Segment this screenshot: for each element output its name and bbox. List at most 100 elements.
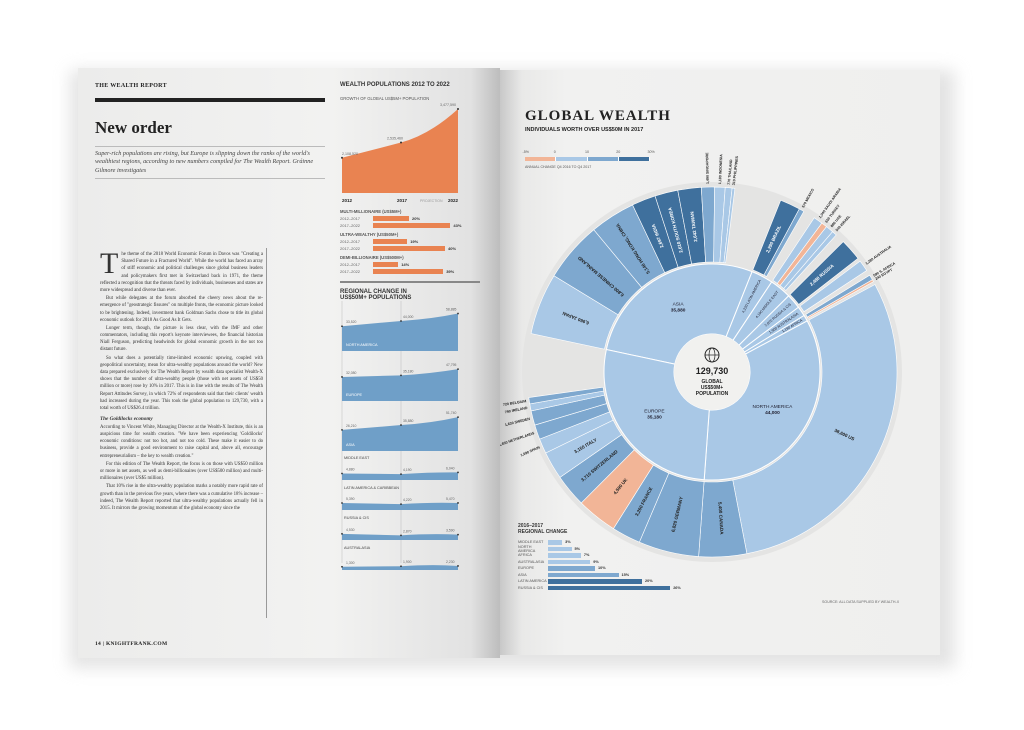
region-name: LATIN AMERICA & CARIBBEAN [344, 486, 399, 490]
region-point [400, 424, 402, 426]
column-divider [266, 248, 267, 618]
region-name: AUSTRALASIA [344, 546, 371, 550]
bar-value: 3% [565, 540, 571, 545]
paragraph: But while delegates at the forum absorbe… [100, 296, 263, 323]
country-label: 1,180 INDONESIA [718, 154, 723, 185]
region-value-label: 5,390 [346, 497, 355, 501]
region-area [342, 417, 458, 451]
region-value-label: 4,880 [346, 467, 355, 471]
year-label: 2022 [448, 198, 459, 203]
bar-row: 2017–2022 39% [340, 268, 480, 275]
region-label: EUROPE [518, 566, 535, 571]
paragraph: That 10% rise in the ultra-wealthy popul… [100, 484, 263, 511]
region-point [341, 502, 343, 504]
country-label: 1,690 SPAIN [520, 445, 541, 457]
bar-value: 20% [412, 216, 421, 221]
region-name: EUROPE [644, 408, 664, 414]
bar [548, 585, 671, 590]
country-arc [763, 208, 805, 277]
region-name: MIDDLE EAST [344, 456, 370, 460]
growth-value-label: 2,535,460 [387, 137, 403, 141]
year-label: 2017 [397, 198, 408, 203]
country-label: 790 IRELAND [505, 406, 529, 414]
legend-tick: -5% [522, 150, 529, 154]
bar [548, 540, 563, 545]
regional-change-row: MIDDLE EAST 3% [518, 539, 718, 546]
growth-title: GROWTH OF GLOBAL US$5M+ POPULATION [340, 96, 430, 101]
region-point [341, 325, 343, 328]
bar-value: 5% [574, 546, 581, 551]
bar-value: 9% [593, 559, 599, 564]
regional-change-row: ASIA 15% [518, 572, 718, 579]
drop-cap: T [100, 247, 119, 280]
regional-change-row: AUSTRALASIA 9% [518, 559, 718, 566]
standfirst: Super-rich populations are rising, but E… [95, 146, 325, 180]
region-point [341, 376, 343, 378]
region-value-label: 4,190 [403, 468, 412, 472]
region-point [457, 533, 459, 536]
page-footer: 14 | KNIGHTFRANK.COM [95, 641, 168, 647]
bar-value: 14% [401, 262, 410, 267]
region-point [400, 534, 402, 537]
region-point [341, 428, 343, 431]
country-label: 310 PHILIPPINES [732, 155, 739, 185]
global-wealth-subtitle: INDIVIDUALS WORTH OVER US$50M IN 2017 [525, 127, 644, 133]
region-value-label: 35,880 [403, 419, 413, 423]
region-value-label: 35,180 [403, 369, 413, 373]
bar-row: 2012–2017 19% [340, 238, 480, 245]
region-name: ASIA [346, 443, 355, 447]
region-point [457, 416, 459, 419]
country-arc [732, 284, 898, 555]
region-point [457, 368, 459, 371]
region-value: 44,000 [765, 410, 780, 416]
region-point [341, 532, 343, 535]
center-label: GLOBAL [701, 379, 722, 385]
color-legend: -5% 0 10 20 30% ANNUAL CHANGE Q4 2016 TO Q4 … [522, 150, 655, 169]
bar [373, 223, 451, 228]
region-point [457, 471, 459, 474]
region-label: RUSSIA & CIS [518, 585, 543, 590]
bar-value: 20% [645, 579, 653, 584]
bar-value: 7% [583, 553, 590, 558]
region-value-label: 47,795 [446, 363, 456, 367]
region-value-label: 51,740 [446, 411, 456, 415]
region-value-label: 1,900 [403, 560, 412, 564]
region-value-label: 44,000 [403, 315, 413, 319]
bar [548, 559, 591, 564]
country-label: 1,650 NETHERLANDS [500, 431, 535, 447]
region-value-label: 3,590 [446, 529, 455, 533]
left-page: THE WEALTH REPORT New order Super-rich p… [78, 68, 500, 658]
article-title: New order [95, 118, 172, 137]
paragraph: So what does a potentially time-limited … [100, 355, 263, 411]
region-value: 35,880 [671, 307, 686, 313]
legend-swatch [525, 157, 557, 161]
legend-caption: ANNUAL CHANGE Q4 2016 TO Q4 2017 [525, 165, 592, 169]
regional-change-row: LATIN AMERICA 20% [518, 578, 718, 585]
region-value-label: 26,210 [346, 424, 356, 428]
center-circle [674, 334, 750, 410]
regional-change-row: NORTH AMERICA 5% [518, 545, 718, 553]
legend-tick: 20 [616, 150, 621, 154]
region-point [400, 374, 402, 377]
bar [373, 239, 408, 244]
country-arc [528, 386, 605, 405]
country-label: 570 MEXICO [801, 188, 815, 209]
legend-swatch [556, 157, 588, 161]
region-point [400, 503, 402, 506]
bar-value: 39% [446, 269, 455, 274]
region-name: NORTH AMERICA [346, 343, 378, 347]
region-label: AFRICA [518, 553, 532, 558]
projection-label: PROJECTION [420, 199, 443, 203]
country-arc [789, 241, 859, 305]
bar [373, 216, 409, 221]
legend-swatch [587, 157, 619, 161]
bar [373, 262, 399, 267]
region-point [400, 320, 402, 322]
kicker: THE WEALTH REPORT [95, 83, 167, 89]
region-value-label: 58,885 [446, 308, 456, 312]
region-value-label: 1,300 [346, 561, 355, 565]
bar [373, 246, 445, 251]
